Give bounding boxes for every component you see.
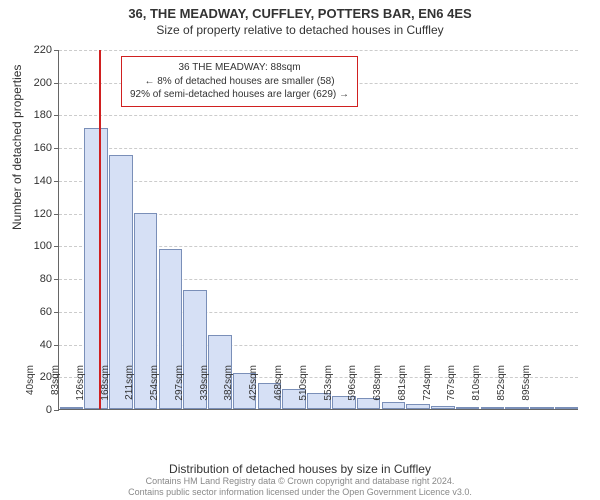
y-tick-label: 120 [22, 208, 52, 220]
x-tick-label: 724sqm [422, 365, 433, 415]
info-box-line: 36 THE MEADWAY: 88sqm [130, 61, 349, 75]
x-axis-label: Distribution of detached houses by size … [0, 462, 600, 476]
chart-area: 02040608010012014016018020022040sqm83sqm… [58, 50, 578, 410]
page-subtitle: Size of property relative to detached ho… [0, 21, 600, 37]
y-tick-mark [54, 214, 59, 215]
y-tick-mark [54, 115, 59, 116]
x-tick-label: 425sqm [248, 365, 259, 415]
footer-line-1: Contains HM Land Registry data © Crown c… [0, 476, 600, 487]
x-tick-label: 810sqm [471, 365, 482, 415]
x-tick-label: 211sqm [124, 365, 135, 415]
gridline [59, 115, 578, 116]
gridline [59, 181, 578, 182]
info-box-line: ← 8% of detached houses are smaller (58) [130, 75, 349, 89]
gridline [59, 50, 578, 51]
x-tick-label: 83sqm [50, 365, 61, 415]
x-tick-label: 638sqm [372, 365, 383, 415]
y-tick-label: 100 [22, 240, 52, 252]
y-tick-label: 80 [22, 273, 52, 285]
y-tick-label: 60 [22, 306, 52, 318]
y-tick-mark [54, 181, 59, 182]
property-info-box: 36 THE MEADWAY: 88sqm← 8% of detached ho… [121, 56, 358, 107]
x-tick-label: 681sqm [397, 365, 408, 415]
y-tick-mark [54, 83, 59, 84]
x-tick-label: 852sqm [496, 365, 507, 415]
histogram-bar [555, 407, 579, 409]
info-box-line: 92% of semi-detached houses are larger (… [130, 88, 349, 102]
x-tick-label: 126sqm [75, 365, 86, 415]
y-tick-label: 140 [22, 175, 52, 187]
attribution-footer: Contains HM Land Registry data © Crown c… [0, 476, 600, 498]
x-tick-label: 895sqm [521, 365, 532, 415]
y-tick-mark [54, 246, 59, 247]
y-tick-mark [54, 148, 59, 149]
x-tick-label: 767sqm [446, 365, 457, 415]
gridline [59, 148, 578, 149]
y-tick-label: 40 [22, 339, 52, 351]
x-tick-label: 339sqm [199, 365, 210, 415]
x-tick-label: 596sqm [347, 365, 358, 415]
x-tick-label: 168sqm [100, 365, 111, 415]
histogram-bar [530, 407, 554, 409]
x-tick-label: 40sqm [25, 365, 36, 415]
y-tick-mark [54, 50, 59, 51]
y-tick-label: 180 [22, 109, 52, 121]
property-marker-line [99, 50, 101, 409]
plot-area: 02040608010012014016018020022040sqm83sqm… [58, 50, 578, 410]
y-tick-label: 160 [22, 142, 52, 154]
x-tick-label: 382sqm [223, 365, 234, 415]
y-tick-mark [54, 279, 59, 280]
x-tick-label: 468sqm [273, 365, 284, 415]
y-tick-label: 220 [22, 44, 52, 56]
footer-line-2: Contains public sector information licen… [0, 487, 600, 498]
x-tick-label: 510sqm [298, 365, 309, 415]
x-tick-label: 297sqm [174, 365, 185, 415]
y-tick-mark [54, 312, 59, 313]
x-tick-label: 254sqm [149, 365, 160, 415]
y-tick-mark [54, 345, 59, 346]
page-title: 36, THE MEADWAY, CUFFLEY, POTTERS BAR, E… [0, 0, 600, 21]
x-tick-label: 553sqm [323, 365, 334, 415]
y-tick-label: 200 [22, 77, 52, 89]
